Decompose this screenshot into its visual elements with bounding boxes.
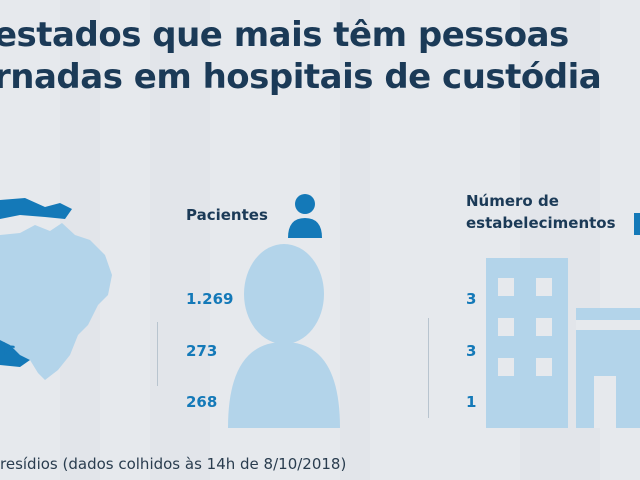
- title-line-2: rnadas em hospitais de custódia: [0, 57, 602, 97]
- building-icon: [634, 213, 640, 235]
- establishments-heading: Número de estabelecimentos: [466, 190, 616, 234]
- page-title: estados que mais têm pessoas rnadas em h…: [0, 14, 640, 98]
- patients-value-2: 273: [186, 342, 218, 360]
- establishments-heading-line-1: Número de: [466, 192, 559, 210]
- person-silhouette-icon: [228, 244, 340, 428]
- footer-note: resídios (dados colhidos às 14h de 8/10/…: [0, 455, 347, 473]
- title-line-1: estados que mais têm pessoas: [0, 15, 569, 55]
- establishments-value-1: 3: [466, 290, 477, 308]
- person-icon: [288, 194, 322, 238]
- establishments-value-3: 1: [466, 393, 477, 411]
- patients-heading: Pacientes: [186, 206, 268, 224]
- divider: [157, 322, 158, 386]
- building-silhouette-icon: [486, 258, 640, 428]
- establishments-heading-line-2: estabelecimentos: [466, 214, 616, 232]
- patients-value-1: 1.269: [186, 290, 234, 308]
- establishments-value-2: 3: [466, 342, 477, 360]
- brazil-map-icon: [0, 198, 112, 380]
- divider: [428, 318, 429, 418]
- patients-value-3: 268: [186, 393, 218, 411]
- map-label: is: [0, 340, 16, 360]
